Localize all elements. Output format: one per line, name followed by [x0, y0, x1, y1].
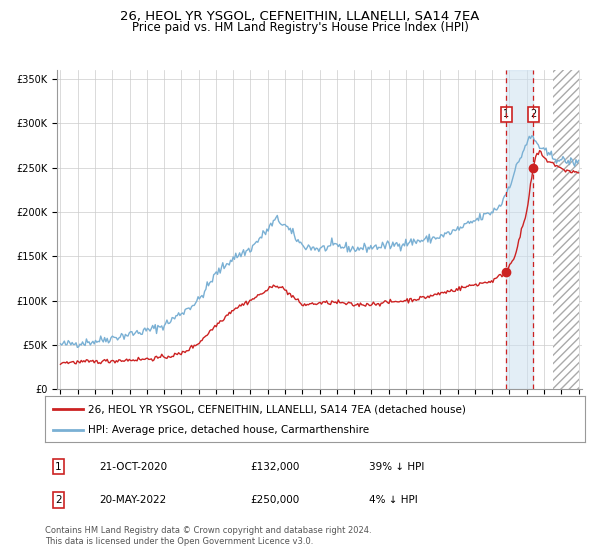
Bar: [506, 70, 533, 389]
Text: Contains HM Land Registry data © Crown copyright and database right 2024.
This d: Contains HM Land Registry data © Crown c…: [45, 526, 371, 546]
Text: 4% ↓ HPI: 4% ↓ HPI: [369, 495, 418, 505]
Text: 26, HEOL YR YSGOL, CEFNEITHIN, LLANELLI, SA14 7EA: 26, HEOL YR YSGOL, CEFNEITHIN, LLANELLI,…: [121, 10, 479, 23]
Text: 26, HEOL YR YSGOL, CEFNEITHIN, LLANELLI, SA14 7EA (detached house): 26, HEOL YR YSGOL, CEFNEITHIN, LLANELLI,…: [88, 404, 466, 414]
Text: 21-OCT-2020: 21-OCT-2020: [99, 461, 167, 472]
Text: 1: 1: [503, 109, 509, 119]
Text: £250,000: £250,000: [250, 495, 299, 505]
Text: 39% ↓ HPI: 39% ↓ HPI: [369, 461, 424, 472]
Text: 20-MAY-2022: 20-MAY-2022: [99, 495, 166, 505]
Text: 2: 2: [530, 109, 536, 119]
Bar: [553, 70, 578, 389]
Text: £132,000: £132,000: [250, 461, 299, 472]
Text: HPI: Average price, detached house, Carmarthenshire: HPI: Average price, detached house, Carm…: [88, 424, 370, 435]
Text: Price paid vs. HM Land Registry's House Price Index (HPI): Price paid vs. HM Land Registry's House …: [131, 21, 469, 34]
Text: 1: 1: [55, 461, 62, 472]
Text: 2: 2: [55, 495, 62, 505]
